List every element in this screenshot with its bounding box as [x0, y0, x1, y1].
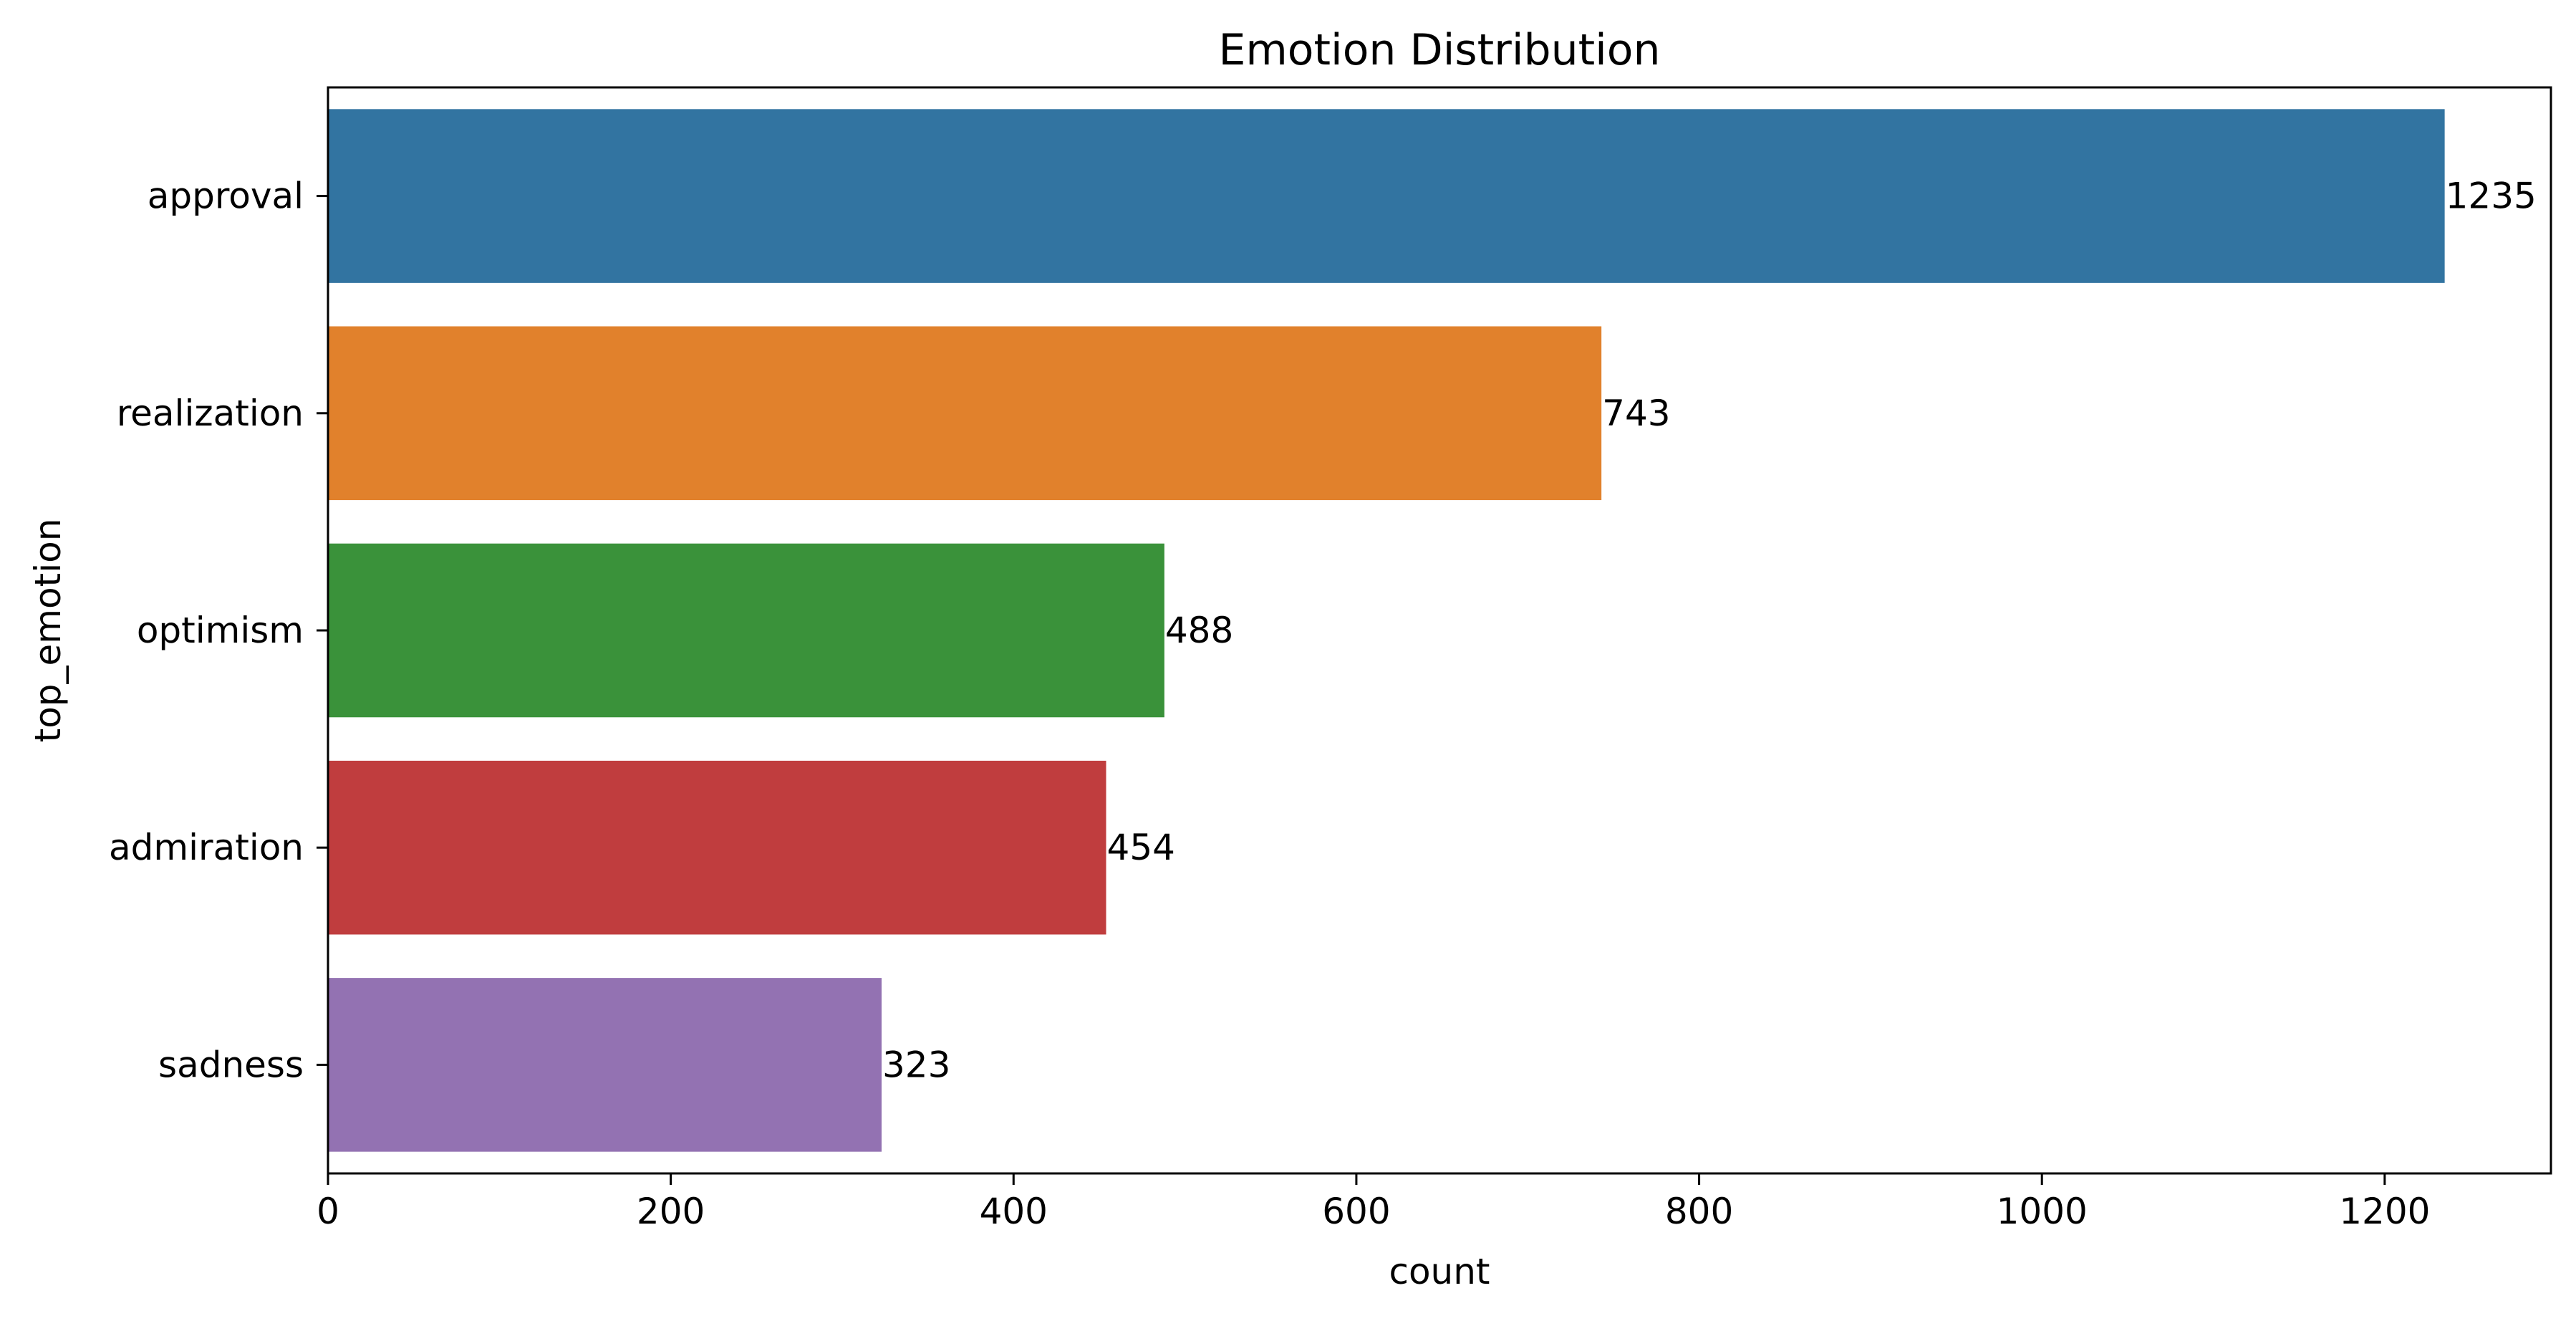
data-labels-group: 1235 743 488 454 323	[882, 176, 2537, 1086]
bar-approval	[328, 109, 2445, 283]
data-label-realization: 743	[1602, 393, 1670, 434]
plot-frame	[327, 86, 2552, 1175]
x-tick-label-200: 200	[637, 1191, 705, 1232]
x-axis-label: count	[1389, 1251, 1490, 1292]
bar-optimism	[328, 543, 1164, 718]
x-tick-label-1200: 1200	[2339, 1191, 2430, 1232]
y-axis-ticks: approval realization optimism admiration sad…	[109, 176, 328, 1085]
y-axis-label: top_emotion	[27, 519, 69, 743]
x-axis-ticks: 0 200 400 600 800 1000 1200	[317, 1173, 2430, 1232]
bars-group	[328, 109, 2445, 1152]
bar-sadness	[328, 978, 882, 1152]
data-label-sadness: 323	[882, 1044, 950, 1085]
chart-title: Emotion Distribution	[1218, 25, 1660, 75]
data-label-approval: 1235	[2446, 176, 2537, 217]
x-tick-label-400: 400	[980, 1191, 1048, 1232]
x-tick-label-1000: 1000	[1997, 1191, 2088, 1232]
y-tick-label-admiration: admiration	[109, 827, 304, 868]
y-tick-label-approval: approval	[148, 176, 304, 217]
bar-admiration	[328, 760, 1106, 935]
bar-realization	[328, 326, 1602, 501]
data-label-optimism: 488	[1165, 610, 1233, 651]
y-tick-label-sadness: sadness	[158, 1044, 304, 1085]
x-tick-label-800: 800	[1665, 1191, 1733, 1232]
x-tick-label-0: 0	[317, 1191, 339, 1232]
data-label-admiration: 454	[1107, 827, 1175, 868]
y-tick-label-optimism: optimism	[137, 610, 304, 651]
x-tick-label-600: 600	[1322, 1191, 1390, 1232]
y-tick-label-realization: realization	[117, 393, 304, 434]
